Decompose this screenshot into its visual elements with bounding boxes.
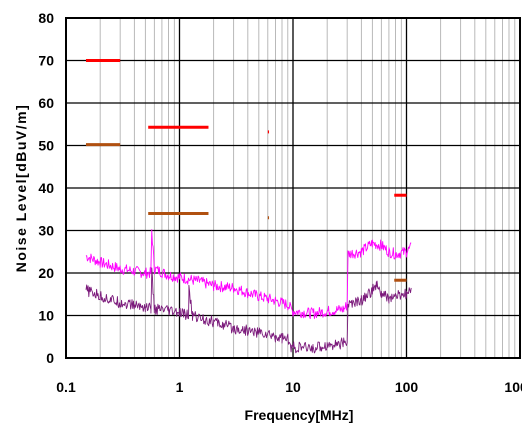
noise-trace-1 (85, 229, 412, 320)
limit-lines (85, 59, 407, 282)
noise-trace-2 (85, 267, 412, 354)
y-axis-label: Noise Level[dBuV/m] (13, 104, 29, 273)
y-tick-label: 40 (38, 180, 54, 196)
plot-frame (65, 17, 521, 359)
y-tick-label: 20 (38, 265, 54, 281)
y-tick-label: 80 (38, 10, 54, 26)
x-tick-label: 10 (285, 379, 301, 395)
y-tick-labels: 0 10 20 30 40 50 60 70 80 (38, 10, 54, 366)
x-tick-label: 1 (176, 379, 184, 395)
x-tick-label: 100 (395, 379, 419, 395)
y-tick-label: 60 (38, 95, 54, 111)
y-tick-label: 30 (38, 223, 54, 239)
y-tick-label: 0 (46, 350, 54, 366)
x-axis-label: Frequency[MHz] (245, 407, 354, 423)
x-tick-labels: 0.1 1 10 100 1000 (56, 379, 522, 395)
x-tick-label: 1000 (504, 379, 522, 395)
y-tick-label: 10 (38, 308, 54, 324)
y-tick-label: 50 (38, 138, 54, 154)
x-tick-label: 0.1 (56, 379, 76, 395)
series-layer (85, 229, 412, 354)
y-tick-label: 70 (38, 53, 54, 69)
